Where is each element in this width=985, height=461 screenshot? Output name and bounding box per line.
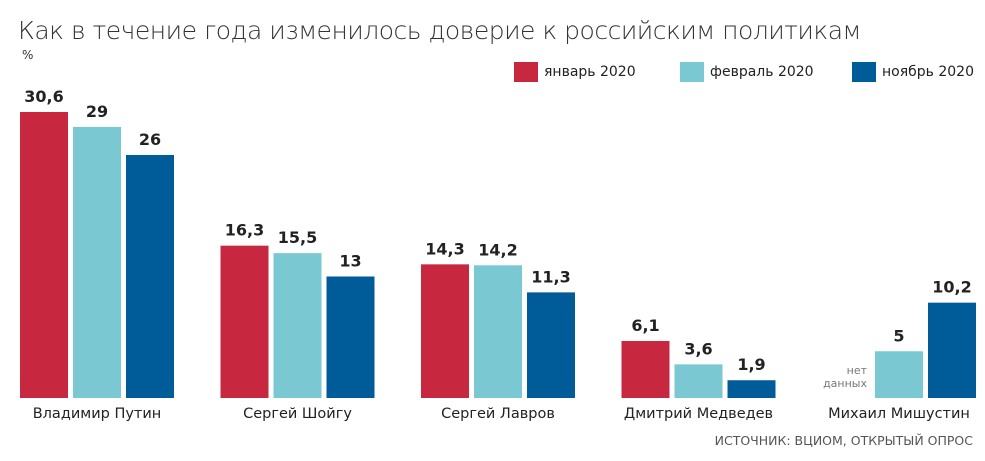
data-label: 1,9 xyxy=(737,355,765,374)
legend-item-jan: январь 2020 xyxy=(514,62,636,82)
data-label: 16,3 xyxy=(225,221,264,240)
source-note: ИСТОЧНИК: ВЦИОМ, ОТКРЫТЫЙ ОПРОС xyxy=(714,433,973,448)
bar xyxy=(621,340,670,398)
category-label: Михаил Мишустин xyxy=(828,406,970,422)
data-label: 10,2 xyxy=(932,278,971,297)
data-label: 14,3 xyxy=(425,239,464,258)
bar xyxy=(674,364,723,398)
no-data-label: данных xyxy=(823,377,867,390)
data-label: 6,1 xyxy=(631,316,659,335)
legend-item-nov: ноябрь 2020 xyxy=(852,62,974,82)
bar xyxy=(875,351,923,398)
legend-label: январь 2020 xyxy=(544,64,636,80)
data-label: 26 xyxy=(139,130,161,149)
bar xyxy=(126,154,174,398)
bar xyxy=(326,276,375,398)
chart-title: Как в течение года изменилось доверие к … xyxy=(18,16,861,45)
legend-swatch xyxy=(514,62,538,82)
legend-label: февраль 2020 xyxy=(710,64,814,80)
legend-swatch xyxy=(852,62,876,82)
data-label: 30,6 xyxy=(24,87,63,106)
bar xyxy=(727,380,776,398)
data-label: 29 xyxy=(86,102,108,121)
bar xyxy=(928,302,976,398)
data-label: 15,5 xyxy=(278,228,317,247)
data-label: 5 xyxy=(893,326,904,345)
data-label: 14,2 xyxy=(478,240,517,259)
bar xyxy=(474,265,522,398)
legend-swatch xyxy=(680,62,704,82)
bar xyxy=(220,245,269,398)
category-label: Дмитрий Медведев xyxy=(624,406,773,422)
category-label: Владимир Путин xyxy=(33,406,162,422)
bar xyxy=(273,253,322,398)
legend-label: ноябрь 2020 xyxy=(882,64,974,80)
no-data-label: нет xyxy=(847,364,868,377)
category-label: Сергей Лавров xyxy=(441,406,555,422)
bar xyxy=(73,126,121,398)
data-label: 11,3 xyxy=(531,267,570,286)
bar xyxy=(527,292,575,398)
bar xyxy=(421,264,469,398)
bar xyxy=(20,112,68,398)
legend-item-feb: февраль 2020 xyxy=(680,62,814,82)
category-label: Сергей Шойгу xyxy=(243,406,352,422)
data-label: 13 xyxy=(339,251,361,270)
data-label: 3,6 xyxy=(684,339,712,358)
unit-label: % xyxy=(22,48,34,62)
